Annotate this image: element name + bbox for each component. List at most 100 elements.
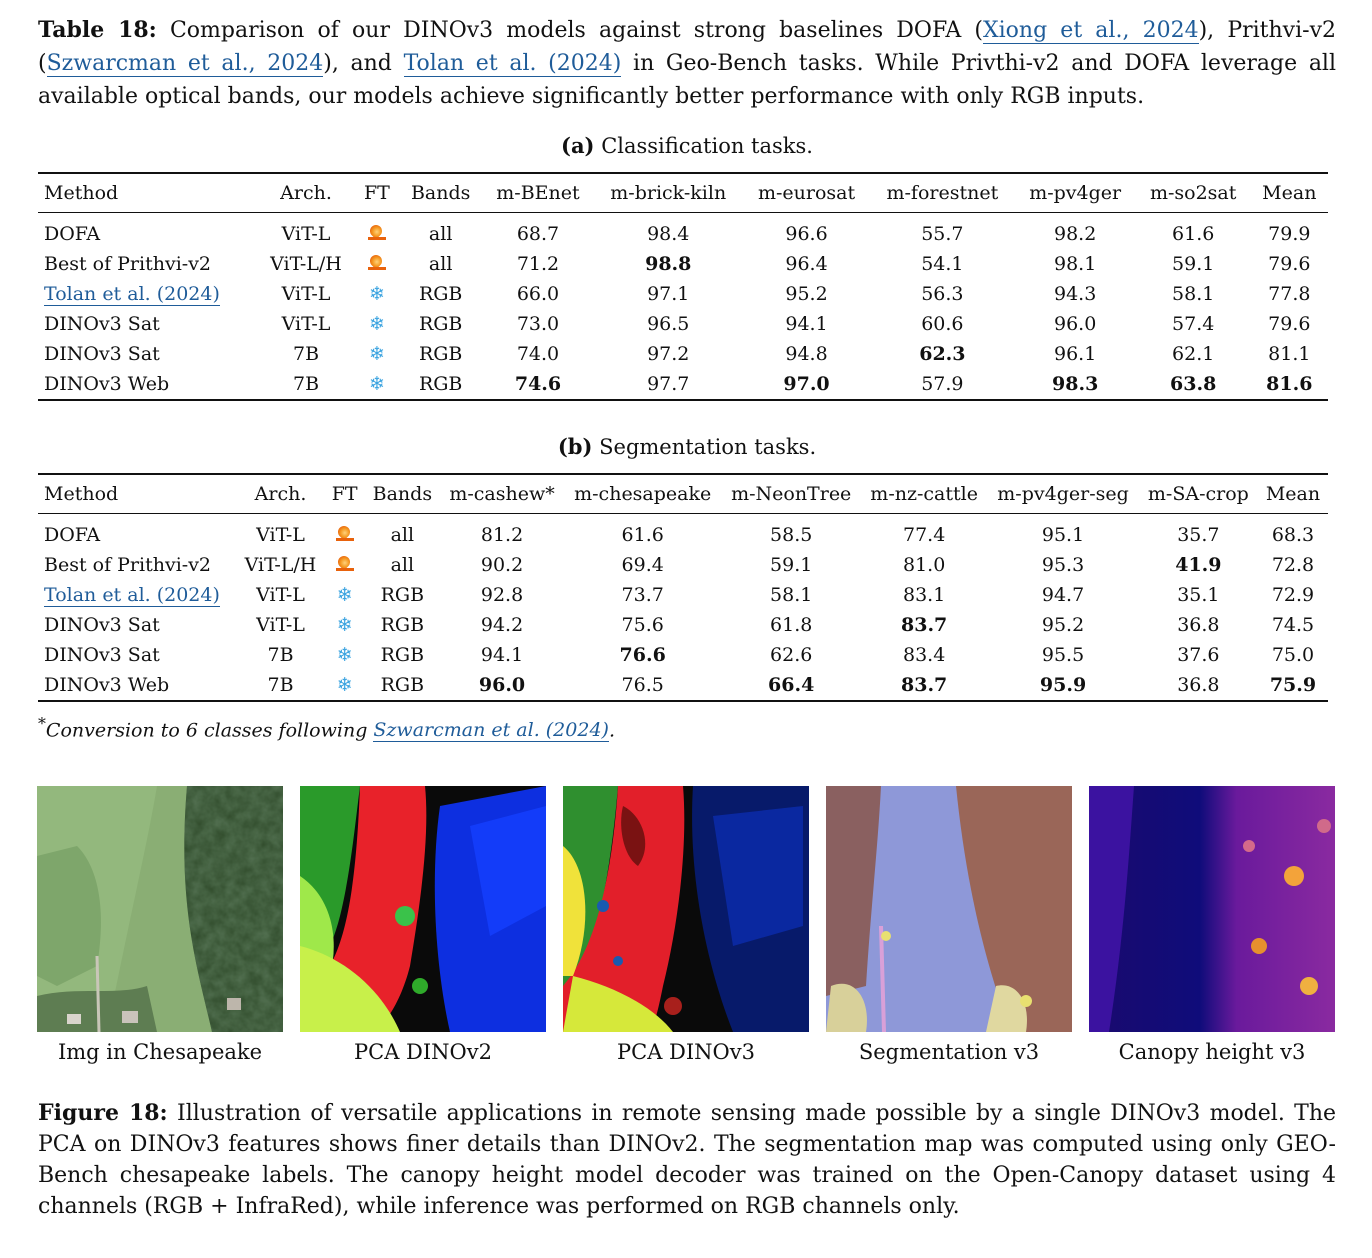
snowflake-icon: ❄ <box>368 283 385 305</box>
bands-cell: RGB <box>380 584 425 606</box>
score-cell: 62.6 <box>770 644 813 666</box>
column-header: m-chesapeake <box>574 483 712 505</box>
score-cell: 75.9 <box>1269 674 1317 696</box>
score-cell: 95.1 <box>1041 524 1085 546</box>
citation-link-szwarcman[interactable]: Szwarcman et al., 2024 <box>46 51 324 77</box>
score-cell: 96.0 <box>478 674 526 696</box>
score-cell: 74.5 <box>1271 614 1315 636</box>
arch-cell: ViT-L <box>281 223 331 245</box>
snowflake-icon: ❄ <box>325 640 365 670</box>
table-row: Tolan et al. (2024) ViT-L ❄ RGB 66.0 97.1 95.2… <box>38 279 1328 309</box>
column-header: Arch. <box>280 182 332 204</box>
score-cell: 97.7 <box>647 373 690 395</box>
score-cell: 55.7 <box>921 223 964 245</box>
score-cell: 96.4 <box>785 253 828 275</box>
citation-link-tolan[interactable]: Tolan et al. (2024) <box>403 51 622 77</box>
score-cell: 56.3 <box>921 283 964 305</box>
score-cell: 94.8 <box>785 343 828 365</box>
table-row: Best of Prithvi-v2 ViT-L/H all 90.2 69.4 59.1… <box>38 550 1328 580</box>
method-cell[interactable]: Tolan et al. (2024) <box>38 279 257 309</box>
method-name: DINOv3 Web <box>44 373 170 395</box>
figure-caption-text: Illustration of versatile applications i… <box>38 1101 1337 1219</box>
arch-cell: 7B <box>292 373 320 395</box>
panel-aerial-image <box>37 786 283 1032</box>
fire-icon <box>325 514 365 551</box>
bands-cell: RGB <box>418 343 463 365</box>
subtable-a-title: Classification tasks. <box>601 134 813 158</box>
score-cell: 66.4 <box>768 674 815 696</box>
score-cell: 72.8 <box>1271 554 1315 576</box>
segmentation-table: Method Arch. FT Bands m-cashew* m-chesapeake m… <box>38 473 1328 702</box>
column-header: m-cashew* <box>449 483 555 505</box>
score-cell: 81.0 <box>902 554 946 576</box>
table-row: DINOv3 Sat ViT-L ❄ RGB 94.2 75.6 61.8 83.7 95.2 3… <box>38 610 1328 640</box>
score-cell: 94.2 <box>480 614 524 636</box>
score-cell: 97.0 <box>783 373 830 395</box>
score-cell: 95.2 <box>1041 614 1085 636</box>
citation-link-xiong[interactable]: Xiong et al., 2024 <box>982 18 1199 44</box>
score-cell: 58.1 <box>1172 283 1215 305</box>
score-cell: 83.7 <box>901 674 948 696</box>
column-header: m-so2sat <box>1149 182 1237 204</box>
footnote-text: Conversion to 6 classes following <box>45 719 374 742</box>
column-header: m-SA-crop <box>1147 483 1249 505</box>
bands-cell: all <box>428 223 453 245</box>
score-cell: 98.8 <box>645 253 692 275</box>
panel-pca-dinov3 <box>563 786 809 1032</box>
panel-label-pca-dinov3: PCA DINOv3 <box>617 1040 755 1064</box>
score-cell: 36.8 <box>1177 614 1220 636</box>
method-citation-link[interactable]: Tolan et al. (2024) <box>44 584 220 607</box>
score-cell: 83.7 <box>901 614 948 636</box>
score-cell: 61.6 <box>621 524 664 546</box>
arch-cell: ViT-L <box>281 313 331 335</box>
score-cell: 79.9 <box>1268 223 1311 245</box>
method-cell: DOFA <box>38 514 236 551</box>
score-cell: 73.0 <box>516 313 560 335</box>
snowflake-icon: ❄ <box>325 670 365 701</box>
fire-icon <box>335 555 354 571</box>
figure-caption: Figure 18: Illustration of versatile app… <box>38 1098 1336 1222</box>
score-cell: 59.1 <box>770 554 813 576</box>
panel-label-image: Img in Chesapeake <box>57 1040 263 1064</box>
table-row: DINOv3 Web 7B ❄ RGB 96.0 76.5 66.4 83.7 95.9 36.8… <box>38 670 1328 701</box>
table-row: DINOv3 Sat 7B ❄ RGB 94.1 76.6 62.6 83.4 95.5 37.6… <box>38 640 1328 670</box>
score-cell: 41.9 <box>1175 554 1222 576</box>
score-cell: 36.8 <box>1177 674 1220 696</box>
snowflake-icon: ❄ <box>355 339 399 369</box>
column-header: m-BEnet <box>496 182 580 204</box>
column-header: Bands <box>410 182 471 204</box>
score-cell: 75.0 <box>1271 644 1315 666</box>
column-header: Mean <box>1265 483 1321 505</box>
snowflake-icon: ❄ <box>355 309 399 339</box>
footnote-mark: * <box>38 714 46 733</box>
method-name: Best of Prithvi-v2 <box>44 554 212 576</box>
arch-cell: ViT-L <box>256 524 305 546</box>
score-cell: 81.2 <box>480 524 524 546</box>
panel-pca-dinov2 <box>300 786 546 1032</box>
fire-icon <box>367 224 386 240</box>
score-cell: 81.6 <box>1266 373 1313 395</box>
snowflake-icon: ❄ <box>355 369 399 400</box>
score-cell: 57.4 <box>1172 313 1215 335</box>
footnote-citation-link[interactable]: Szwarcman et al. (2024) <box>373 719 609 743</box>
score-cell: 37.6 <box>1177 644 1220 666</box>
subtable-b-title: Segmentation tasks. <box>599 435 817 459</box>
method-citation-link[interactable]: Tolan et al. (2024) <box>44 283 220 306</box>
fire-icon <box>325 550 365 580</box>
table-header-row: Method Arch. FT Bands m-cashew* m-chesapeake m… <box>38 474 1328 514</box>
fire-icon <box>335 525 354 541</box>
score-cell: 63.8 <box>1170 373 1217 395</box>
method-cell: Best of Prithvi-v2 <box>38 550 236 580</box>
score-cell: 61.8 <box>770 614 813 636</box>
score-cell: 83.1 <box>902 584 946 606</box>
method-cell[interactable]: Tolan et al. (2024) <box>38 580 236 610</box>
column-header: FT <box>363 182 390 204</box>
subtable-b-caption: (b) Segmentation tasks. <box>38 434 1336 459</box>
method-cell: DINOv3 Sat <box>38 610 236 640</box>
method-name: DOFA <box>44 524 101 546</box>
table-caption-text-1: Comparison of our DINOv3 models against … <box>156 18 983 43</box>
column-header: Arch. <box>254 483 307 505</box>
bands-cell: all <box>390 524 415 546</box>
snowflake-icon: ❄ <box>336 674 353 696</box>
score-cell: 71.2 <box>516 253 560 275</box>
